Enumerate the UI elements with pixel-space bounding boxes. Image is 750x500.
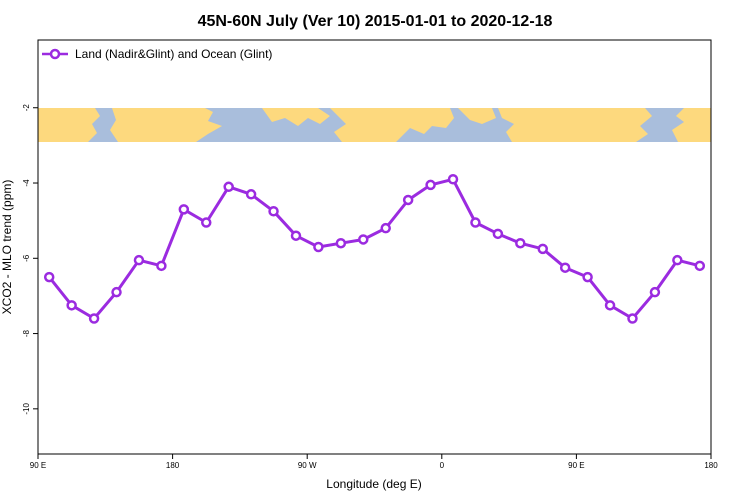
y-axis-ticks: -2 -4 -6 -8 -10: [22, 104, 38, 415]
data-point: [582, 271, 593, 283]
data-point: [447, 174, 459, 185]
data-point: [358, 234, 369, 245]
y-tick-label: -4: [22, 179, 31, 187]
map-land-alaska: [262, 108, 330, 126]
data-point: [380, 222, 391, 234]
x-axis-ticks: 90 E 180 90 W 0 90 E 180: [30, 454, 718, 470]
legend-label: Land (Nadir&Glint) and Ocean (Glint): [75, 47, 272, 61]
y-tick-label: -2: [22, 104, 31, 112]
y-tick-label: -6: [22, 254, 31, 262]
data-point: [425, 179, 436, 191]
x-axis-label: Longitude (deg E): [326, 477, 421, 491]
y-axis-label: XCO2 - MLO trend (ppm): [0, 180, 14, 315]
x-tick-label: 180: [704, 461, 718, 470]
data-point: [402, 194, 414, 206]
data-point: [223, 181, 234, 193]
data-point: [672, 254, 683, 266]
map-land-greenland: [458, 108, 496, 124]
x-tick-label: 0: [440, 461, 445, 470]
data-point: [470, 217, 481, 228]
x-tick-label: 90 E: [568, 461, 584, 470]
map-land-north-america: [330, 108, 454, 142]
y-tick-label: -8: [22, 329, 31, 337]
data-point: [627, 313, 638, 324]
data-point: [649, 286, 661, 298]
chart-title: 45N-60N July (Ver 10) 2015-01-01 to 2020…: [198, 13, 553, 30]
map-land-asia-west: [38, 108, 100, 142]
data-point: [66, 300, 77, 311]
data-point: [178, 204, 190, 215]
data-point: [492, 228, 504, 240]
series-line: [48, 177, 701, 320]
x-tick-label: 90 W: [298, 461, 317, 470]
data-point: [133, 254, 145, 266]
data-point: [201, 217, 212, 228]
map-land-asia-east: [110, 108, 222, 142]
y-tick-label: -10: [22, 403, 31, 415]
legend: Land (Nadir&Glint) and Ocean (Glint): [42, 47, 272, 61]
data-point: [156, 260, 167, 272]
series-layer: [43, 174, 706, 324]
data-point: [111, 286, 122, 298]
data-point: [43, 271, 55, 283]
axes: [37, 39, 712, 455]
map-land-asia-far-east: [672, 108, 711, 142]
data-point: [515, 237, 526, 249]
data-point: [604, 300, 616, 311]
x-tick-label: 90 E: [30, 461, 46, 470]
data-point: [313, 241, 324, 253]
data-point: [88, 313, 100, 324]
x-tick-label: 180: [166, 461, 180, 470]
data-point: [559, 262, 571, 273]
world-map-strip: [38, 108, 711, 142]
data-point: [290, 230, 302, 241]
plot-frame: [37, 39, 712, 455]
data-point: [335, 237, 347, 249]
legend-marker: [49, 48, 61, 60]
data-point: [268, 205, 279, 217]
data-point: [245, 189, 257, 200]
data-point: [537, 243, 548, 255]
map-land-europe: [498, 108, 652, 142]
data-point: [694, 260, 706, 272]
